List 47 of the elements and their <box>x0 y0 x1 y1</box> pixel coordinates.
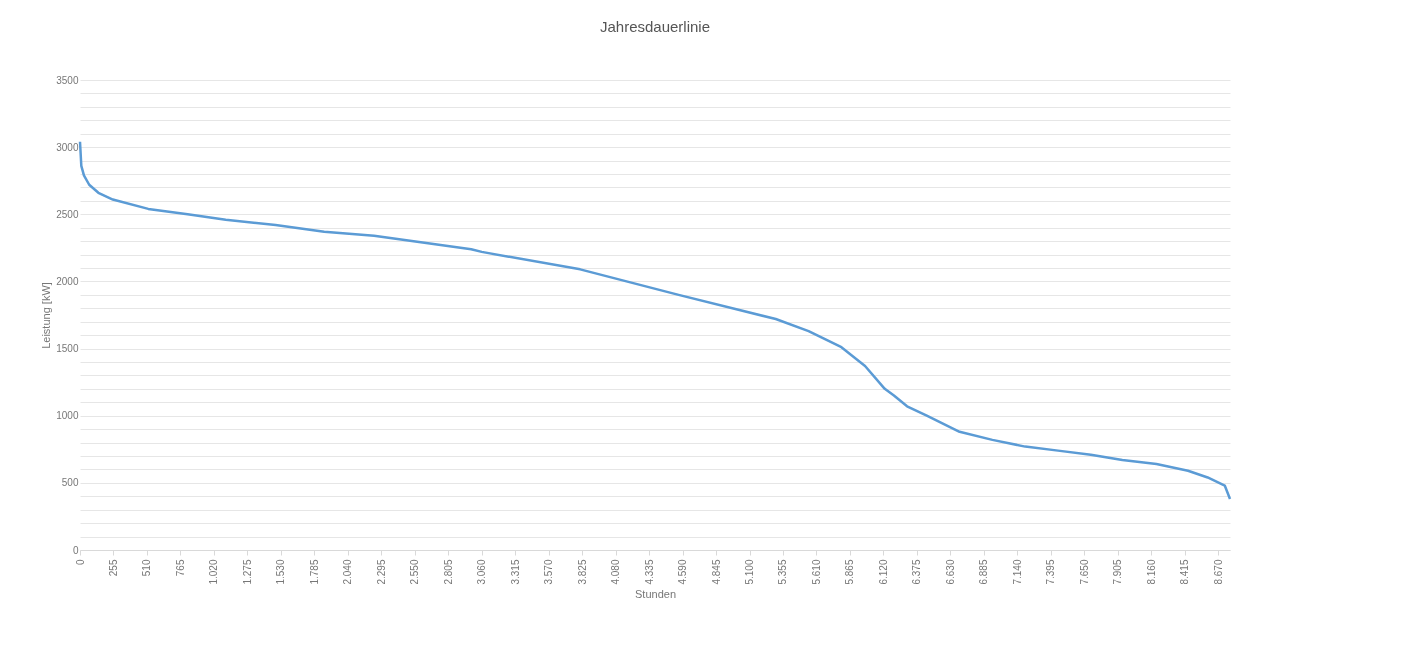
x-tick-label: 5.610 <box>810 559 822 585</box>
x-tick-label: 4.590 <box>677 559 689 585</box>
y-tick-label: 1500 <box>56 343 79 355</box>
x-tick-label: 8.160 <box>1145 559 1157 585</box>
x-tick-label: 6.630 <box>944 559 956 585</box>
x-tick-label: 5.100 <box>744 559 756 585</box>
x-tick-label: 5.865 <box>844 559 856 585</box>
x-tick-label: 5.355 <box>777 559 789 585</box>
y-tick-label: 2000 <box>56 275 79 287</box>
x-tick-label: 8.415 <box>1179 559 1191 585</box>
y-tick-label: 1000 <box>56 410 79 422</box>
y-tick-label: 500 <box>61 477 79 489</box>
x-tick-label: 6.120 <box>877 559 889 585</box>
x-tick-label: 1.785 <box>308 559 320 585</box>
x-tick-label: 6.885 <box>978 559 990 585</box>
x-tick-label: 510 <box>141 559 153 577</box>
line-series <box>78 140 1232 501</box>
x-tick-label: 3.825 <box>576 559 588 585</box>
x-tick-label: 4.080 <box>610 559 622 585</box>
y-tick-label: 0 <box>72 544 79 556</box>
x-tick-label: 4.335 <box>643 559 655 585</box>
x-tick-label: 7.395 <box>1045 559 1057 585</box>
x-tick-label: 7.650 <box>1078 559 1090 585</box>
x-tick-label: 1.020 <box>208 559 220 585</box>
x-tick-label: 2.805 <box>442 559 454 585</box>
x-tick-label: 255 <box>107 559 119 577</box>
y-axis-title: Leistung [kW] <box>40 282 53 349</box>
chart-title: Jahresdauerlinie <box>599 18 711 35</box>
x-tick-label: 0 <box>74 559 86 566</box>
x-tick-label: 3.570 <box>543 559 555 585</box>
x-tick-label: 2.550 <box>409 559 421 585</box>
x-tick-label: 8.670 <box>1212 559 1224 585</box>
x-tick-label: 7.905 <box>1112 559 1124 585</box>
x-tick-label: 6.375 <box>911 559 923 585</box>
x-tick-label: 2.295 <box>375 559 387 585</box>
x-tick-label: 3.315 <box>509 559 521 585</box>
y-tick-label: 3000 <box>56 141 79 153</box>
x-tick-label: 1.530 <box>275 559 287 585</box>
x-tick-label: 1.275 <box>241 559 253 585</box>
x-tick-label: 7.140 <box>1011 559 1023 585</box>
x-tick-label: 4.845 <box>710 559 722 585</box>
x-tick-label: 765 <box>174 559 186 577</box>
x-axis-title: Stunden <box>635 587 676 600</box>
x-tick-label: 3.060 <box>476 559 488 585</box>
y-tick-label: 2500 <box>56 208 79 220</box>
x-tick-label: 2.040 <box>342 559 354 585</box>
y-tick-label: 3500 <box>56 74 79 86</box>
